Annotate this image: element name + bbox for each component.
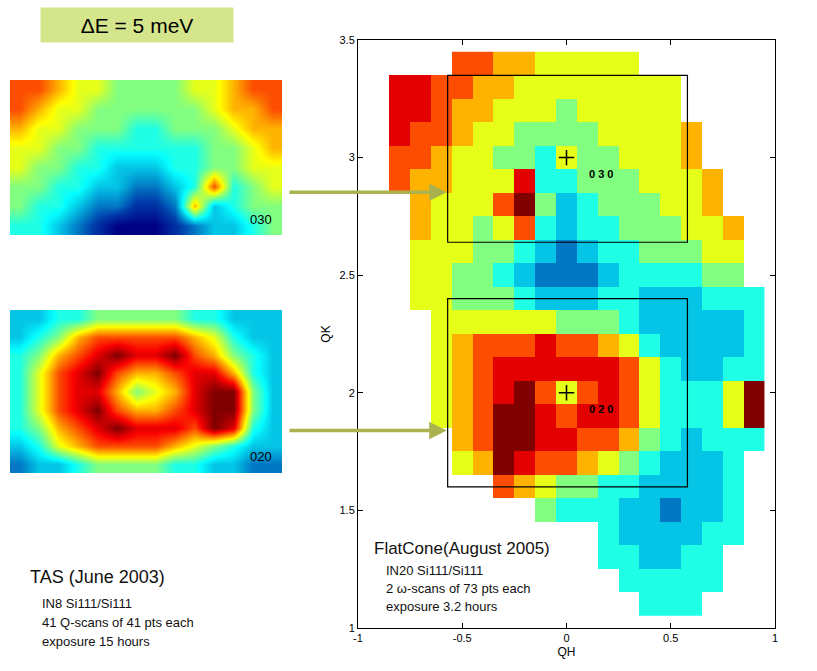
svg-text:IN8 Si111/Si111: IN8 Si111/Si111	[42, 596, 132, 611]
svg-text:2: 2	[349, 387, 355, 399]
svg-text:FlatCone(August 2005): FlatCone(August 2005)	[374, 539, 550, 558]
svg-text:0 3 0: 0 3 0	[589, 168, 613, 180]
svg-text:-1: -1	[353, 632, 363, 644]
svg-text:0 2 0: 0 2 0	[589, 403, 613, 415]
svg-text:41 Q-scans of 41 pts each: 41 Q-scans of 41 pts each	[42, 615, 194, 630]
svg-text:1: 1	[349, 622, 355, 634]
svg-text:-0.5: -0.5	[453, 632, 472, 644]
svg-text:030: 030	[250, 212, 272, 227]
svg-text:2.5: 2.5	[340, 269, 355, 281]
svg-text:exposure 15 hours: exposure 15 hours	[42, 634, 150, 649]
svg-text:1.5: 1.5	[340, 504, 355, 516]
svg-text:0: 0	[563, 632, 569, 644]
svg-text:QH: QH	[558, 645, 576, 659]
svg-text:QK: QK	[319, 325, 333, 342]
svg-text:TAS (June 2003): TAS (June 2003)	[30, 567, 165, 587]
svg-text:exposure 3.2 hours: exposure 3.2 hours	[386, 599, 498, 614]
svg-text:1: 1	[772, 632, 778, 644]
svg-text:IN20 Si111/Si111: IN20 Si111/Si111	[386, 563, 483, 578]
svg-text:0.5: 0.5	[663, 632, 678, 644]
svg-text:3.5: 3.5	[340, 34, 355, 46]
svg-text:2 ω-scans of 73 pts each: 2 ω-scans of 73 pts each	[386, 581, 531, 596]
svg-text:020: 020	[250, 449, 272, 464]
svg-text:3: 3	[349, 151, 355, 163]
svg-text:ΔE = 5 meV: ΔE = 5 meV	[81, 14, 194, 37]
